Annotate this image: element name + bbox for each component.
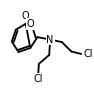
Text: O: O: [26, 19, 34, 29]
Text: Cl: Cl: [83, 49, 93, 59]
Text: Cl: Cl: [33, 74, 43, 84]
Text: O: O: [22, 11, 30, 21]
Text: N: N: [46, 35, 54, 45]
